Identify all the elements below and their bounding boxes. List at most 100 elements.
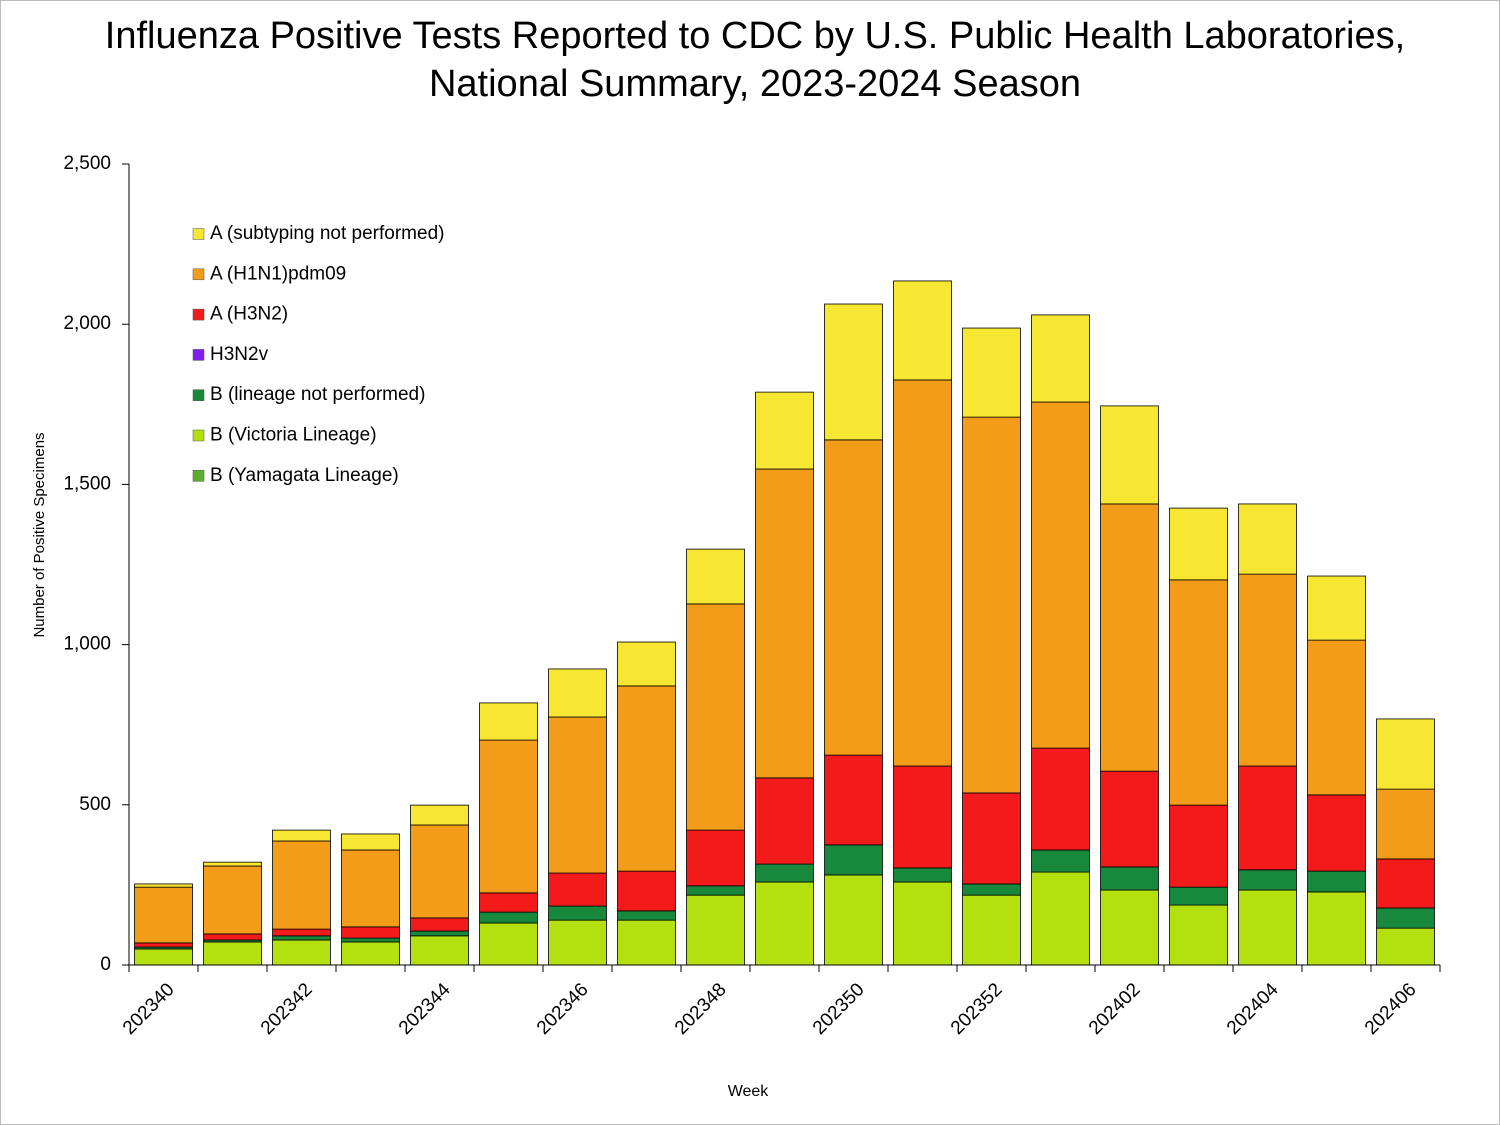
bar-segment [410, 917, 469, 932]
bar-segment [1100, 889, 1159, 966]
bar-segment [1031, 314, 1090, 403]
y-tick-label: 500 [79, 794, 111, 815]
bar-segment [1376, 858, 1435, 909]
bar-segment [1376, 927, 1435, 966]
bar-segment [134, 883, 193, 888]
bar-segment [1169, 904, 1228, 966]
chart-title: Influenza Positive Tests Reported to CDC… [105, 15, 1405, 57]
legend-label: B (lineage not performed) [210, 384, 425, 405]
bar-segment [203, 941, 262, 966]
bar-segment [1238, 765, 1297, 871]
bar-segment [479, 892, 538, 913]
bar-segment [548, 919, 607, 966]
bar-segment [410, 935, 469, 966]
legend-label: B (Yamagata Lineage) [210, 465, 399, 486]
bar-segment [893, 280, 952, 381]
bar-segment [962, 327, 1021, 418]
legend-label: H3N2v [210, 344, 269, 365]
bar-segment [755, 391, 814, 470]
bar-segment [479, 922, 538, 966]
legend-label: A (H3N2) [210, 304, 288, 325]
bar-segment [962, 883, 1021, 896]
y-tick-label: 2,000 [63, 313, 111, 334]
bar-segment [203, 861, 262, 867]
bar-segment [1100, 405, 1159, 505]
bar-segment [686, 885, 745, 896]
bar-segment [1376, 718, 1435, 790]
bar-segment [548, 905, 607, 921]
legend-swatch [192, 228, 205, 240]
bar-segment [686, 829, 745, 887]
bar-segment [1238, 573, 1297, 767]
bar-segment [617, 910, 676, 921]
bar-segment [1169, 886, 1228, 906]
bar-segment [341, 926, 400, 939]
bar-segment [410, 930, 469, 937]
bar-segment [962, 416, 1021, 794]
bar-segment [134, 948, 193, 966]
x-axis-label: Week [728, 1083, 770, 1100]
legend-swatch [192, 308, 205, 321]
bar-segment [893, 881, 952, 966]
bar-segment [341, 833, 400, 851]
bar-segment [479, 739, 538, 894]
bar-segment [1307, 891, 1366, 966]
bar-segment [272, 939, 331, 966]
bar-segment [824, 439, 883, 756]
bar-segment [272, 840, 331, 930]
bar-segment [1307, 870, 1366, 893]
bar-segment [341, 941, 400, 966]
bar-segment [203, 865, 262, 935]
bar-segment [893, 867, 952, 883]
bar-segment [1238, 503, 1297, 575]
bar-segment [1238, 869, 1297, 891]
bar-segment [617, 641, 676, 687]
bar-segment [341, 849, 400, 928]
bar-segment [1307, 639, 1366, 796]
bar-segment [410, 824, 469, 919]
bar-segment [755, 777, 814, 865]
y-tick-label: 2,500 [63, 153, 111, 174]
bar-segment [1031, 747, 1090, 851]
bar-segment [962, 792, 1021, 885]
bar-segment [755, 881, 814, 966]
bar-segment [548, 668, 607, 718]
bar-segment [134, 886, 193, 944]
bar-segment [686, 548, 745, 605]
legend-label: B (Victoria Lineage) [210, 425, 377, 446]
bar-segment [1376, 907, 1435, 929]
bar-segment [410, 804, 469, 826]
bar-segment [1307, 575, 1366, 641]
bar-segment [1100, 770, 1159, 868]
bar-segment [962, 894, 1021, 966]
bar-segment [824, 303, 883, 441]
chart-title: National Summary, 2023-2024 Season [429, 63, 1081, 105]
bar-segment [272, 935, 331, 941]
y-tick-label: 1,500 [63, 473, 111, 494]
bar-segment [617, 685, 676, 872]
bar-segment [548, 716, 607, 874]
legend-label: A (subtyping not performed) [210, 223, 444, 244]
bar-segment [617, 919, 676, 966]
y-tick-label: 1,000 [63, 634, 111, 655]
bar-segment [1100, 866, 1159, 891]
bar-segment [1169, 579, 1228, 806]
bar-segment [1376, 788, 1435, 860]
bar-segment [686, 603, 745, 831]
bar-segment [755, 863, 814, 883]
bar-segment [686, 894, 745, 966]
bar-segment [272, 829, 331, 842]
legend-swatch [192, 268, 205, 281]
legend-swatch [192, 470, 205, 482]
bar-segment [1031, 401, 1090, 749]
bar-segment [824, 844, 883, 876]
legend-swatch [192, 389, 205, 401]
bar-segment [479, 702, 538, 741]
bar-segment [272, 928, 331, 937]
bar-segment [341, 937, 400, 943]
bar-segment [1100, 503, 1159, 772]
legend-swatch [192, 429, 205, 442]
bar-segment [1238, 889, 1297, 966]
bar-segment [1169, 507, 1228, 581]
bar-segment [1031, 849, 1090, 873]
